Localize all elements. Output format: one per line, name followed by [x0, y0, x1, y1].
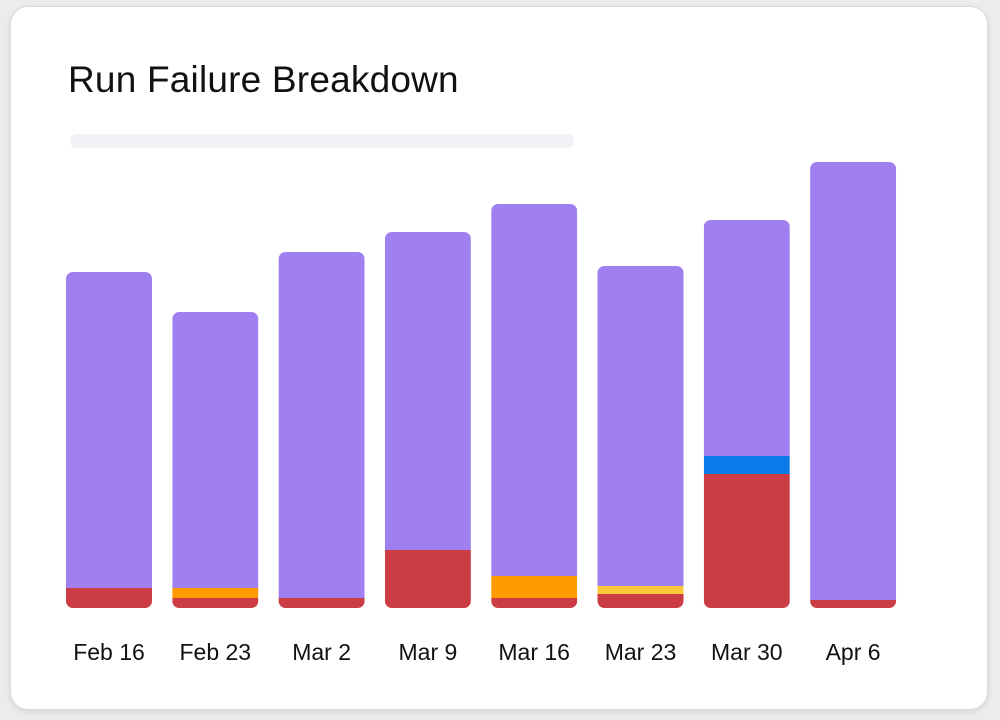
bar-segment-failed[interactable]	[66, 588, 152, 608]
bar-segment-failed[interactable]	[597, 594, 684, 608]
x-tick-label: Feb 16	[73, 639, 145, 665]
bar-segment-success[interactable]	[384, 232, 471, 550]
bar-segment-timeout[interactable]	[172, 588, 259, 598]
chart-title: Run Failure Breakdown	[68, 59, 459, 100]
bar-segment-failed[interactable]	[703, 474, 790, 608]
bar-group	[597, 266, 684, 608]
bar-segment-success[interactable]	[810, 162, 897, 600]
bar-group	[172, 312, 259, 608]
bar-segment-cancelled[interactable]	[703, 456, 790, 474]
x-tick-label: Mar 16	[498, 639, 570, 665]
bar-group	[384, 232, 471, 608]
bar-segment-success[interactable]	[597, 266, 684, 586]
x-tick-label: Mar 30	[711, 639, 783, 665]
bar-segment-warning[interactable]	[597, 586, 684, 594]
bar-segment-failed[interactable]	[278, 598, 365, 608]
bar-segment-success[interactable]	[172, 312, 259, 588]
bar-segment-failed[interactable]	[172, 598, 259, 608]
x-tick-label: Mar 2	[292, 639, 351, 665]
legend-placeholder	[70, 134, 574, 148]
x-tick-label: Feb 23	[179, 639, 251, 665]
x-tick-label: Apr 6	[826, 639, 881, 665]
bar-group	[703, 220, 790, 608]
bar-group	[66, 272, 152, 608]
bar-segment-success[interactable]	[66, 272, 152, 588]
bar-group	[278, 252, 365, 608]
bar-segment-failed[interactable]	[384, 550, 471, 608]
bar-segment-success[interactable]	[491, 204, 578, 576]
bar-group	[810, 162, 897, 608]
bar-segment-failed[interactable]	[491, 598, 578, 608]
x-tick-label: Mar 23	[605, 639, 677, 665]
bar-segment-failed[interactable]	[810, 600, 897, 608]
bar-segment-success[interactable]	[703, 220, 790, 456]
bar-segment-timeout[interactable]	[491, 576, 578, 598]
bar-segment-success[interactable]	[278, 252, 365, 598]
x-tick-label: Mar 9	[399, 639, 458, 665]
bar-group	[491, 204, 578, 608]
